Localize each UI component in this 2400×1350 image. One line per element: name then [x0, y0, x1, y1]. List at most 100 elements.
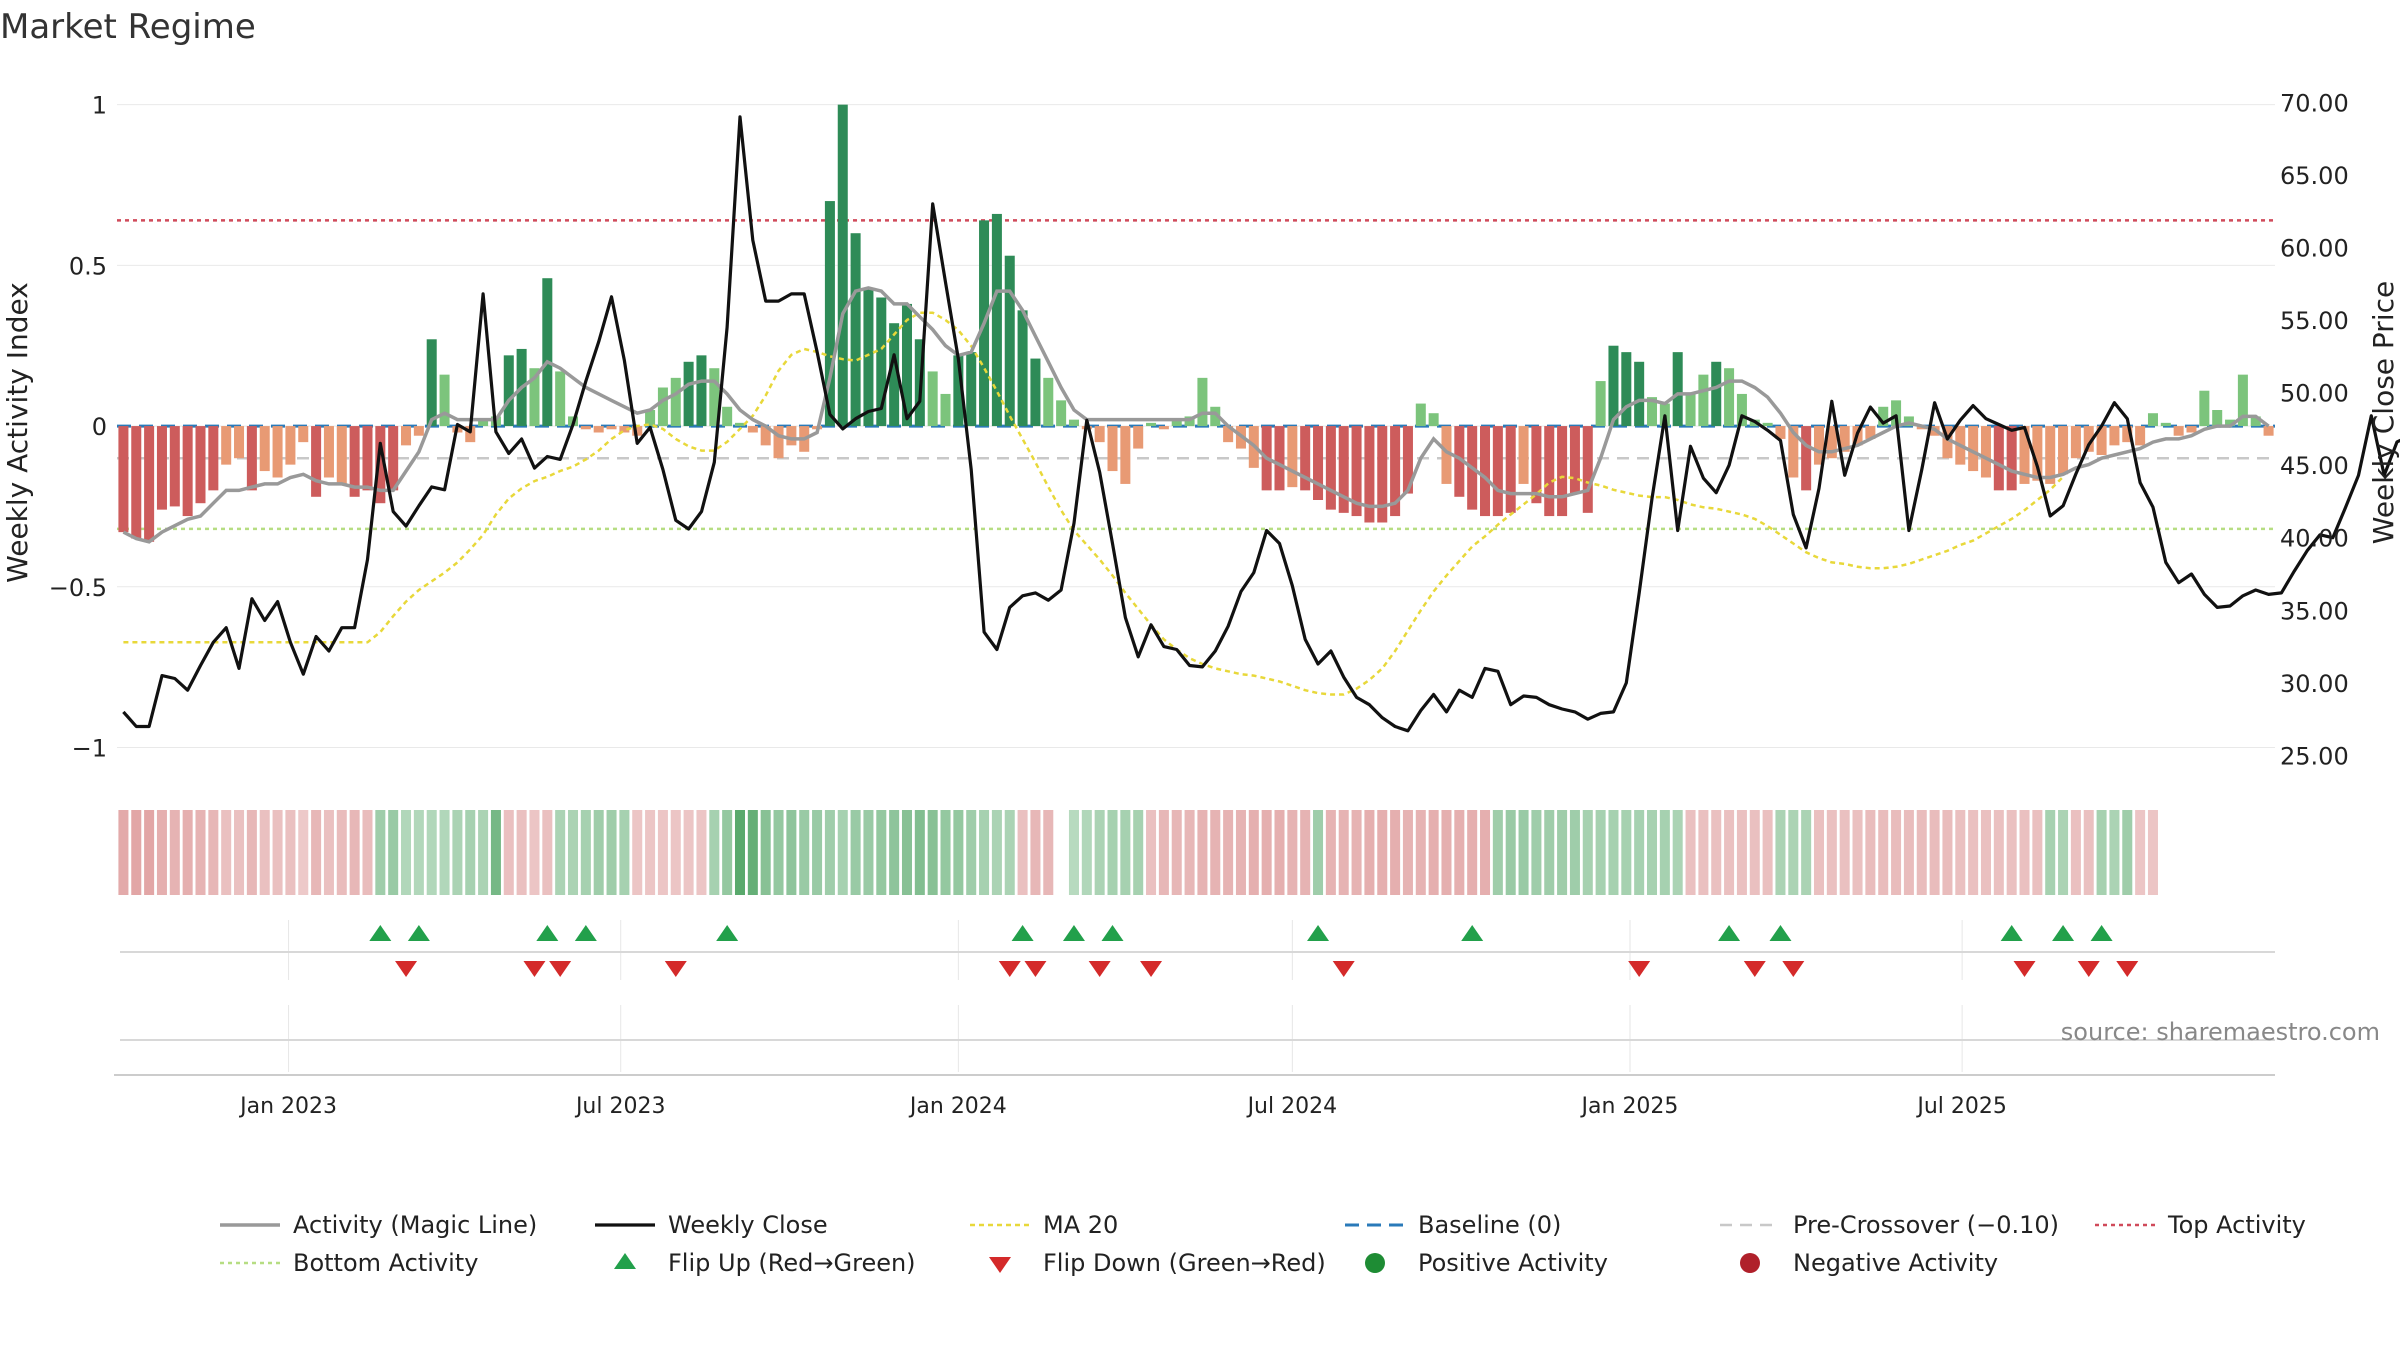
regime-strip-cell [1415, 810, 1426, 895]
activity-bar [2212, 410, 2223, 427]
regime-strip-cell [632, 810, 643, 895]
regime-strip-cell [298, 810, 309, 895]
activity-bar [940, 393, 951, 427]
regime-strip-cell [1402, 810, 1413, 895]
regime-strip-cell [1518, 810, 1529, 895]
activity-bar [1197, 377, 1208, 427]
activity-bar [709, 368, 720, 427]
x-tick-label: Jan 2025 [1580, 1094, 1679, 1119]
regime-strip-cell [388, 810, 399, 895]
activity-bar [1171, 419, 1182, 427]
regime-strip-cell [1903, 810, 1914, 895]
activity-bar [503, 355, 514, 427]
regime-strip-cell [1531, 810, 1542, 895]
activity-bar [2019, 426, 2030, 484]
regime-strip-cell [722, 810, 733, 895]
flip-down-marker [1743, 961, 1766, 977]
regime-strip-cell [1017, 810, 1028, 895]
activity-bar [1762, 422, 1773, 427]
regime-strip-cell [645, 810, 656, 895]
activity-bar [1813, 426, 1825, 465]
activity-bar [1428, 413, 1439, 427]
activity-bar [1454, 426, 1465, 497]
flip-down-marker [1088, 961, 1111, 977]
flip-up-marker [1101, 925, 1124, 941]
flip-down-marker [998, 961, 1021, 977]
y-right-tick-label: 65.00 [2280, 162, 2349, 190]
activity-bar [2135, 426, 2146, 446]
regime-strip-cell [1724, 810, 1735, 895]
regime-strip-cell [1762, 810, 1773, 895]
activity-bar [413, 426, 424, 436]
activity-bar [375, 426, 386, 504]
activity-bar [760, 426, 771, 446]
activity-bar [1646, 397, 1658, 427]
regime-strip-cell [503, 810, 514, 895]
regime-strip-cell [1274, 810, 1285, 895]
flip-up-marker [536, 925, 559, 941]
regime-strip-cell [259, 810, 270, 895]
regime-strip-cell [953, 810, 964, 895]
regime-strip-cell [1043, 810, 1054, 895]
regime-strip-cell [940, 810, 951, 895]
activity-bar [221, 426, 232, 465]
regime-strip-cell [619, 810, 630, 895]
activity-bar [1043, 377, 1054, 427]
activity-bar [1698, 374, 1709, 427]
legend-item-activity: Activity (Magic Line) [220, 1211, 537, 1239]
activity-bar [1017, 310, 1028, 427]
activity-bar [1441, 426, 1452, 484]
regime-strip-cell [786, 810, 797, 895]
regime-strip-cell [824, 810, 835, 895]
regime-strip-cell [516, 810, 527, 895]
regime-strip-cell [2006, 810, 2017, 895]
legend-item-flipdown: Flip Down (Green→Red) [989, 1249, 1326, 1277]
activity-bar [1839, 426, 1850, 452]
activity-bar [1775, 426, 1786, 439]
activity-bar [722, 406, 733, 427]
flip-down-marker [2013, 961, 2036, 977]
activity-bar [426, 339, 437, 427]
regime-strip [118, 810, 2158, 895]
regime-strip-cell [542, 810, 553, 895]
regime-strip-cell [221, 810, 232, 895]
regime-strip-cell [1428, 810, 1439, 895]
regime-strip-cell [1338, 810, 1349, 895]
regime-strip-cell [272, 810, 283, 895]
weekly-close-line [122, 115, 2400, 733]
regime-strip-cell [375, 810, 386, 895]
activity-bar [1608, 345, 1619, 427]
regime-strip-cell [1313, 810, 1324, 895]
activity-bar [1685, 393, 1696, 427]
activity-bar [580, 426, 591, 430]
regime-strip-cell [478, 810, 489, 895]
flip-down-marker [2116, 961, 2139, 977]
regime-strip-cell [1749, 810, 1760, 895]
regime-strip-cell [2083, 810, 2094, 895]
regime-strip-cell [1878, 810, 1889, 895]
legend-item-flipup: Flip Up (Red→Green) [614, 1249, 916, 1277]
activity-bar [786, 426, 797, 446]
regime-strip-cell [1171, 810, 1182, 895]
activity-bar [837, 104, 848, 427]
flip-down-marker [664, 961, 687, 977]
y-right-tick-label: 50.00 [2280, 380, 2349, 408]
activity-bar [1223, 426, 1234, 443]
legend-item-neg: Negative Activity [1740, 1249, 1998, 1277]
regime-strip-cell [1839, 810, 1850, 895]
regime-strip-cell [1595, 810, 1606, 895]
flip-up-marker [1307, 925, 1330, 941]
activity-bar [1672, 352, 1683, 427]
regime-strip-cell [863, 810, 874, 895]
legend-label: Pre-Crossover (−0.10) [1793, 1211, 2059, 1239]
y-left-tick-label: −0.5 [49, 574, 107, 602]
activity-bar [1968, 426, 1979, 472]
activity-bar [401, 426, 412, 446]
legend: Activity (Magic Line) Weekly Close MA 20 Ba… [220, 1211, 2306, 1277]
regime-strip-cell [208, 810, 219, 895]
x-tick-label: Jul 2025 [1915, 1094, 2007, 1119]
regime-strip-cell [169, 810, 180, 895]
regime-strip-cell [1441, 810, 1452, 895]
activity-bar [734, 422, 746, 427]
